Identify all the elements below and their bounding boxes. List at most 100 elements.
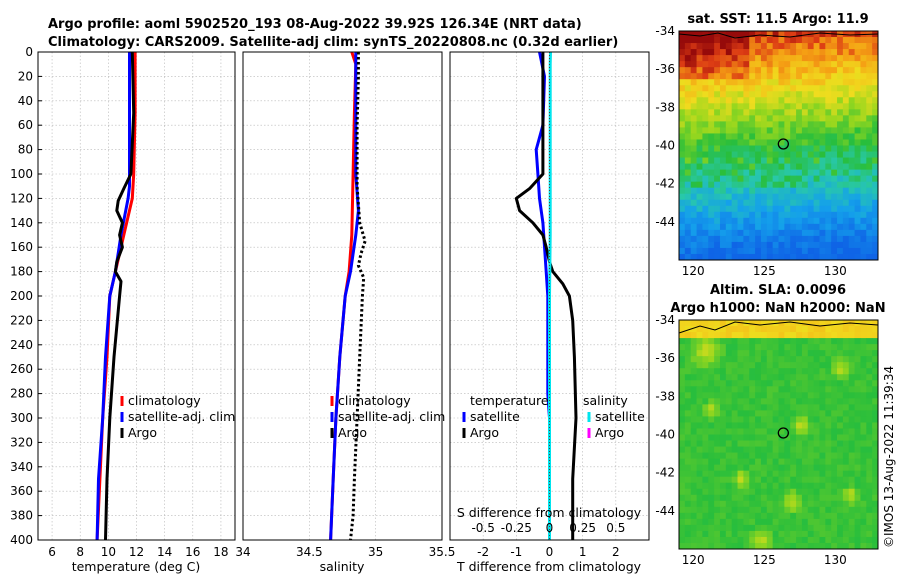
map-cell	[702, 452, 709, 460]
map-cell	[778, 253, 785, 260]
map-cell	[708, 404, 715, 411]
map-cell	[866, 440, 873, 447]
map-cell	[784, 31, 791, 38]
map-cell	[749, 139, 756, 146]
map-cell	[819, 97, 826, 104]
map-cell	[796, 476, 803, 484]
map-cell	[778, 187, 785, 195]
map-ytick-label: -36	[655, 62, 675, 76]
map-cell	[831, 440, 838, 447]
map-cell	[702, 476, 709, 484]
map-cell	[708, 320, 715, 327]
map-cell	[807, 181, 815, 189]
map-cell	[854, 434, 861, 441]
map-cell	[848, 175, 855, 183]
map-cell	[690, 121, 697, 128]
map-cell	[807, 422, 815, 429]
map-cell	[854, 121, 861, 128]
ytick-label: 0	[25, 45, 33, 59]
salinity-legend: climatology satellite-adj. clim Argo	[330, 393, 445, 440]
map-cell	[813, 434, 820, 441]
map-cell	[760, 67, 768, 74]
map-cell	[848, 31, 855, 38]
map-cell	[819, 542, 826, 549]
map-cell	[679, 332, 686, 339]
map-cell	[854, 536, 861, 544]
map-cell	[684, 488, 692, 496]
map-cell	[755, 205, 762, 213]
map-cell	[755, 217, 762, 225]
map-cell	[719, 211, 727, 219]
map-cell	[772, 512, 779, 520]
map-cell	[825, 320, 832, 327]
map-cell	[796, 428, 803, 435]
map-cell	[690, 85, 697, 92]
map-cell	[796, 223, 803, 231]
map-cell	[737, 452, 744, 460]
map-cell	[719, 398, 727, 405]
map-cell	[813, 97, 820, 104]
map-cell	[837, 398, 844, 405]
map-cell	[872, 410, 878, 417]
map-cell	[872, 211, 878, 219]
map-cell	[708, 428, 715, 435]
map-cell	[772, 157, 779, 164]
map-cell	[831, 67, 838, 74]
map-cell	[696, 181, 703, 189]
map-cell	[714, 49, 721, 56]
map-cell	[796, 446, 803, 453]
map-cell	[807, 488, 815, 496]
map-cell	[708, 476, 715, 484]
map-cell	[719, 79, 727, 86]
map-cell	[778, 55, 785, 62]
map-cell	[702, 199, 709, 207]
map-cell	[807, 229, 815, 237]
map-cell	[825, 247, 832, 255]
map-cell	[866, 205, 873, 213]
map-cell	[819, 85, 826, 92]
map-cell	[837, 518, 844, 526]
map-cell	[854, 530, 861, 538]
legend-group-temperature: temperature	[470, 393, 549, 408]
map-cell	[790, 205, 797, 213]
map-cell	[796, 121, 803, 128]
map-cell	[749, 524, 756, 532]
map-cell	[725, 223, 733, 231]
map-cell	[696, 37, 703, 44]
map-cell	[755, 512, 762, 520]
map-cell	[719, 151, 727, 158]
map-cell	[702, 500, 709, 508]
map-cell	[708, 500, 715, 508]
map-cell	[842, 49, 850, 56]
map-cell	[690, 362, 697, 369]
map-cell	[872, 223, 878, 231]
map-cell	[731, 187, 738, 195]
map-cell	[801, 356, 809, 363]
map-cell	[848, 103, 855, 110]
map-cell	[755, 380, 762, 387]
map-cell	[755, 49, 762, 56]
map-cell	[848, 536, 855, 544]
map-cell	[684, 163, 692, 171]
map-cell	[684, 344, 692, 351]
map-cell	[679, 121, 686, 128]
map-cell	[778, 326, 785, 333]
map-cell	[684, 542, 692, 549]
map-cell	[778, 338, 785, 345]
map-cell	[813, 85, 820, 92]
map-cell	[725, 181, 733, 189]
map-cell	[719, 235, 727, 243]
map-cell	[784, 536, 791, 544]
map-cell	[743, 61, 750, 68]
map-cell	[696, 97, 703, 104]
map-cell	[813, 211, 820, 219]
map-cell	[684, 350, 692, 357]
xtick-label: -2	[477, 545, 489, 559]
map-cell	[825, 542, 832, 549]
map-cell	[801, 235, 809, 243]
map-cell	[813, 37, 820, 44]
map-cell	[708, 434, 715, 441]
map-cell	[679, 157, 686, 164]
map-cell	[755, 151, 762, 158]
map-cell	[842, 464, 850, 472]
